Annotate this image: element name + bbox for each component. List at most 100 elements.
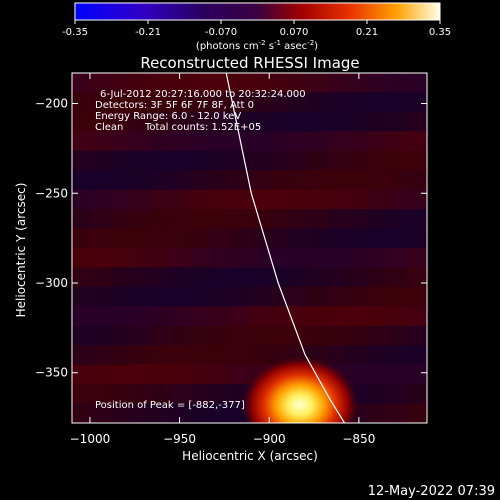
heatmap-cell: [367, 170, 389, 191]
heatmap-cell: [150, 267, 172, 288]
x-tick-label: −1000: [70, 432, 111, 446]
heatmap-cell: [288, 111, 310, 132]
heatmap-cell: [407, 384, 427, 405]
annotation-time: 6-Jul-2012 20:27:16.000 to 20:32:24.000: [100, 89, 306, 100]
heatmap-cell: [308, 189, 329, 210]
heatmap-cell: [190, 209, 211, 230]
heatmap-cell: [348, 286, 369, 307]
heatmap-cell: [348, 267, 369, 288]
heatmap-cell: [131, 384, 152, 405]
heatmap-cell: [348, 189, 369, 210]
x-tick-label: −850: [342, 432, 375, 446]
annotation-counts: Total counts: 1.52E+05: [144, 122, 261, 133]
heatmap-cell: [190, 384, 211, 405]
heatmap-cell: [131, 150, 152, 171]
heatmap-cell: [269, 286, 290, 307]
heatmap-cell: [407, 111, 427, 132]
heatmap-cell: [269, 170, 290, 191]
heatmap-cell: [72, 306, 93, 327]
heatmap-cell: [348, 306, 369, 327]
heatmap-cell: [229, 92, 250, 113]
heatmap-cell: [348, 325, 369, 346]
heatmap-cell: [111, 248, 132, 268]
heatmap-cell: [308, 131, 329, 152]
heatmap-cell: [131, 170, 152, 191]
heatmap-cell: [131, 248, 152, 268]
heatmap-cell: [348, 131, 369, 152]
flare-source: [240, 355, 360, 423]
heatmap-cell: [210, 228, 231, 249]
heatmap-cell: [249, 248, 270, 268]
heatmap-cell: [91, 306, 112, 327]
y-tick-label: −200: [35, 97, 68, 111]
heatmap-cell: [308, 325, 329, 346]
x-tick-label: −900: [253, 432, 286, 446]
heatmap-cell: [229, 306, 250, 327]
heatmap-cell: [131, 189, 152, 210]
heatmap-cell: [131, 228, 152, 249]
heatmap-cell: [328, 248, 349, 268]
heatmap-cell: [328, 170, 349, 191]
heatmap-cell: [328, 131, 349, 152]
heatmap-cell: [170, 150, 191, 171]
heatmap-cell: [407, 345, 427, 366]
heatmap-cell: [91, 228, 112, 249]
heatmap-cell: [288, 92, 310, 113]
heatmap-cell: [348, 150, 369, 171]
heatmap-cell: [367, 92, 389, 113]
annotation-energy: Energy Range: 6.0 - 12.0 keV: [95, 111, 241, 122]
heatmap-cell: [249, 131, 270, 152]
plot-frame: [71, 72, 428, 424]
heatmap-cell: [308, 248, 329, 268]
colorbar-tick-label: -0.21: [135, 27, 161, 38]
heatmap-cell: [328, 92, 349, 113]
heatmap-cell: [111, 286, 132, 307]
heatmap-cell: [91, 73, 112, 93]
heatmap-cell: [269, 306, 290, 327]
heatmap-cell: [190, 111, 211, 132]
heatmap-cell: [288, 248, 310, 268]
heatmap-cell: [111, 345, 132, 366]
heatmap-cell: [91, 92, 112, 113]
heatmap-cell: [190, 73, 211, 93]
heatmap-cell: [131, 92, 152, 113]
heatmap-cell: [190, 286, 211, 307]
heatmap-cell: [387, 325, 408, 346]
y-tick-label: −250: [35, 186, 68, 200]
heatmap-cell: [269, 150, 290, 171]
heatmap-cell: [269, 248, 290, 268]
heatmap-cell: [367, 364, 389, 385]
heatmap-cell: [150, 248, 172, 268]
heatmap-cell: [288, 131, 310, 152]
heatmap-cell: [131, 267, 152, 288]
heatmap-cell: [387, 248, 408, 268]
heatmap-cell: [91, 364, 112, 385]
heatmap-cell: [72, 345, 93, 366]
heatmap-cell: [367, 286, 389, 307]
heatmap-cell: [150, 364, 172, 385]
heatmap-cell: [308, 150, 329, 171]
heatmap-cell: [150, 228, 172, 249]
heatmap-cell: [111, 267, 132, 288]
heatmap-cell: [407, 286, 427, 307]
heatmap-cell: [407, 248, 427, 268]
heatmap-cell: [210, 384, 231, 405]
heatmap-cell: [72, 209, 93, 230]
heatmap-cell: [249, 150, 270, 171]
heatmap-cell: [190, 170, 211, 191]
heatmap-cell: [229, 150, 250, 171]
heatmap-cell: [210, 209, 231, 230]
heatmap-cell: [367, 267, 389, 288]
heatmap-cell: [308, 111, 329, 132]
heatmap-cell: [367, 228, 389, 249]
heatmap-cell: [150, 403, 172, 423]
heatmap-cell: [348, 111, 369, 132]
heatmap-cell: [210, 286, 231, 307]
heatmap-cell: [367, 73, 389, 93]
heatmap-cell: [131, 111, 152, 132]
heatmap-cell: [72, 267, 93, 288]
heatmap-cell: [229, 286, 250, 307]
heatmap-cell: [150, 92, 172, 113]
heatmap-cell: [269, 111, 290, 132]
heatmap-cell: [72, 364, 93, 385]
